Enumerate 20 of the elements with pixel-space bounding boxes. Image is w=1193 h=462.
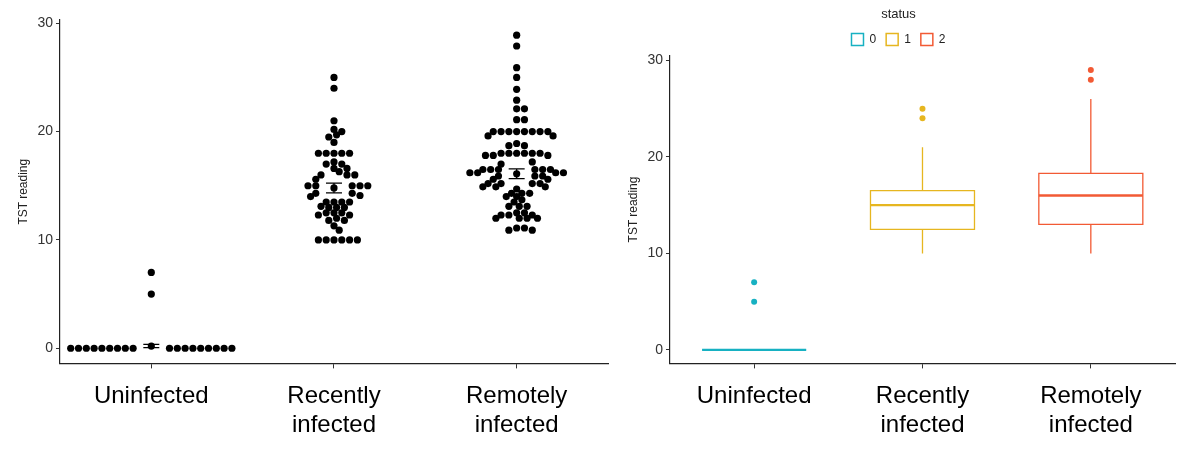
y-tick-label: 10 <box>37 230 54 247</box>
y-tick-label: 20 <box>647 147 664 164</box>
x-tick-label: Remotely infected <box>465 381 568 438</box>
y-tick-label: 20 <box>37 122 54 139</box>
y-tick-label: 30 <box>37 14 54 31</box>
y-axis-title: TST reading <box>15 158 30 225</box>
x-tick-label: Recently infected <box>287 381 381 438</box>
y-tick-label: 30 <box>647 51 664 68</box>
legend-label: 1 <box>904 31 912 46</box>
x-tick-label: Remotely infected <box>1040 381 1142 438</box>
y-tick-label: 10 <box>647 244 664 261</box>
x-tick-label: Uninfected <box>93 381 209 409</box>
x-tick-label: Uninfected <box>696 381 812 409</box>
x-tick-label: Recently infected <box>875 381 970 438</box>
y-tick-label: 0 <box>45 339 54 356</box>
legend-label: 0 <box>869 31 877 46</box>
y-tick-label: 0 <box>655 340 664 357</box>
legend-title: status <box>881 6 917 22</box>
legend-label: 2 <box>938 31 946 46</box>
y-axis-title: TST reading <box>625 176 640 243</box>
